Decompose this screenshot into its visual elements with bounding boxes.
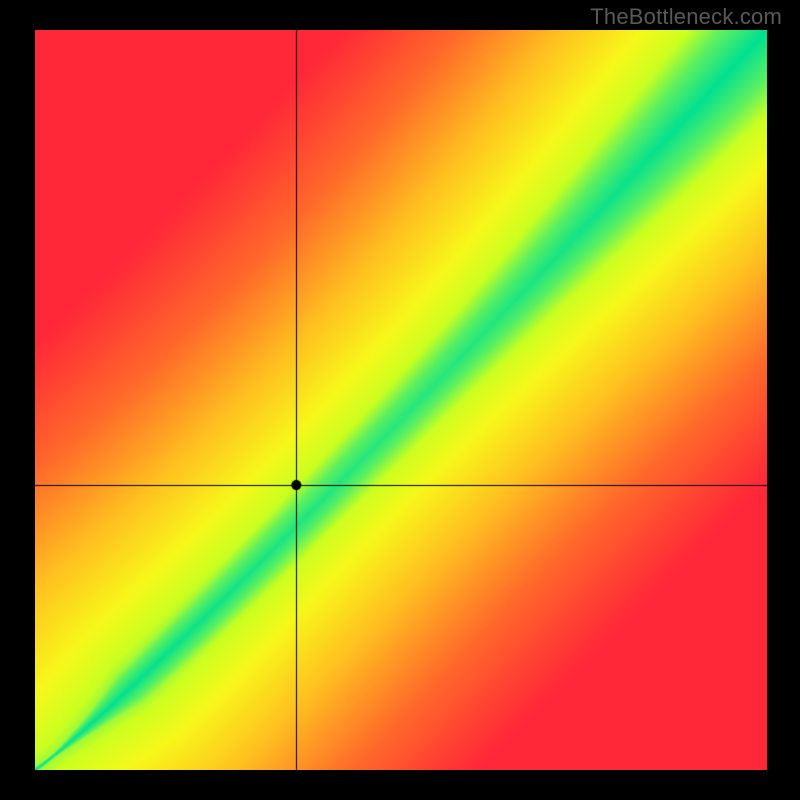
attribution-text: TheBottleneck.com (590, 4, 782, 30)
chart-container: TheBottleneck.com (0, 0, 800, 800)
crosshair-canvas (35, 30, 767, 770)
